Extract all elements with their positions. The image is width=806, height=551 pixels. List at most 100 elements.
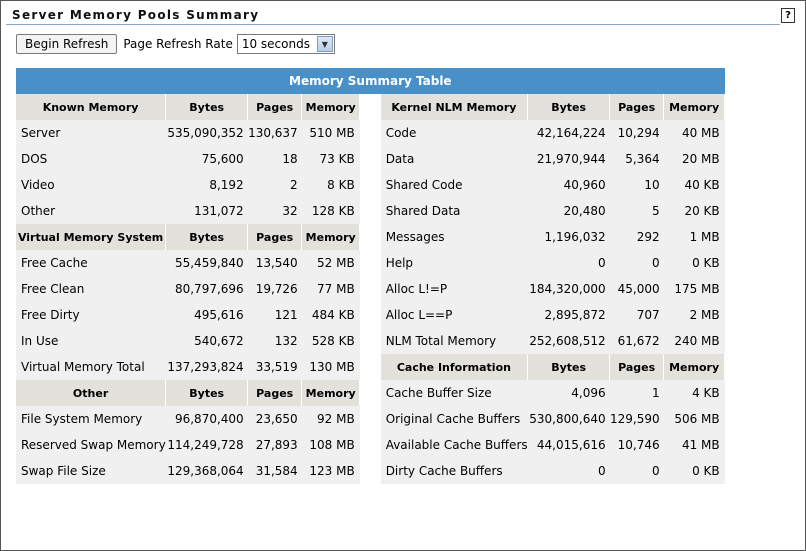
row-label: NLM Total Memory	[380, 328, 528, 354]
pages-cell: 61,672	[609, 328, 664, 354]
bytes-cell: 252,608,512	[527, 328, 610, 354]
pages-cell: 10,746	[609, 432, 664, 458]
row-label: File System Memory	[16, 406, 166, 432]
column-gap	[359, 406, 381, 432]
column-gap	[359, 354, 381, 380]
column-gap	[359, 172, 381, 198]
memory-cell: 108 MB	[301, 432, 360, 458]
column-header-memory: Memory	[663, 354, 726, 380]
column-header-bytes: Bytes	[527, 94, 611, 120]
row-label: Help	[380, 250, 528, 276]
table-title: Memory Summary Table	[16, 68, 725, 94]
pages-cell: 0	[609, 458, 664, 484]
memory-cell: 128 KB	[301, 198, 360, 224]
column-header-pages: Pages	[247, 224, 303, 250]
row-label: Cache Buffer Size	[380, 380, 528, 406]
memory-cell: 41 MB	[663, 432, 725, 458]
row-label: Alloc L!=P	[380, 276, 528, 302]
column-gap	[359, 302, 381, 328]
bytes-cell: 96,870,400	[165, 406, 248, 432]
column-gap	[359, 120, 381, 146]
memory-cell: 484 KB	[301, 302, 360, 328]
row-label: Other	[16, 198, 166, 224]
memory-cell: 20 MB	[663, 146, 725, 172]
table-row: Free Clean 80,797,696 19,726 77 MB Alloc L!=…	[16, 276, 725, 302]
bytes-cell: 184,320,000	[527, 276, 610, 302]
column-gap	[359, 276, 381, 302]
bytes-cell: 129,368,064	[165, 458, 248, 484]
refresh-rate-label: Page Refresh Rate	[123, 37, 233, 51]
row-label: Reserved Swap Memory	[16, 432, 166, 458]
bytes-cell: 21,970,944	[527, 146, 610, 172]
column-header-pages: Pages	[247, 380, 303, 406]
memory-cell: 130 MB	[301, 354, 360, 380]
pages-cell: 33,519	[247, 354, 302, 380]
row-label: Free Cache	[16, 250, 166, 276]
bytes-cell: 20,480	[527, 198, 610, 224]
column-header-bytes: Bytes	[165, 380, 249, 406]
pages-cell: 13,540	[247, 250, 302, 276]
column-header-memory: Memory	[301, 94, 361, 120]
table-row: Free Dirty 495,616 121 484 KB Alloc L==P 2,89…	[16, 302, 725, 328]
pages-cell: 31,584	[247, 458, 302, 484]
column-gap	[359, 250, 381, 276]
chevron-down-icon[interactable]: ▼	[316, 36, 333, 52]
row-label: In Use	[16, 328, 166, 354]
refresh-rate-value: 10 seconds	[241, 37, 310, 51]
help-icon[interactable]: ?	[781, 8, 795, 23]
row-label: Available Cache Buffers	[380, 432, 528, 458]
section-header: Known Memory	[16, 94, 167, 120]
memory-cell: 8 KB	[301, 172, 360, 198]
table-row: Video 8,192 2 8 KB Shared Code 40,960 10 40 KB	[16, 172, 725, 198]
bytes-cell: 40,960	[527, 172, 610, 198]
begin-refresh-button[interactable]: Begin Refresh	[16, 34, 118, 54]
pages-cell: 292	[609, 224, 664, 250]
table-row: Reserved Swap Memory 114,249,728 27,893 108…	[16, 432, 725, 458]
table-row: Free Cache 55,459,840 13,540 52 MB Help 0 0 0 K…	[16, 250, 725, 276]
pages-cell: 5,364	[609, 146, 664, 172]
row-label: Original Cache Buffers	[380, 406, 528, 432]
table-row: Server 535,090,352 130,637 510 MB Code 42,164…	[16, 120, 725, 146]
bytes-cell: 4,096	[527, 380, 610, 406]
column-header-bytes: Bytes	[527, 354, 611, 380]
bytes-cell: 1,196,032	[527, 224, 610, 250]
column-header-bytes: Bytes	[165, 224, 249, 250]
column-gap	[359, 380, 381, 406]
memory-cell: 528 KB	[301, 328, 360, 354]
bytes-cell: 55,459,840	[165, 250, 248, 276]
memory-cell: 175 MB	[663, 276, 725, 302]
row-label: Shared Data	[380, 198, 528, 224]
pages-cell: 27,893	[247, 432, 302, 458]
pages-cell: 23,650	[247, 406, 302, 432]
memory-cell: 1 MB	[663, 224, 725, 250]
table-row: DOS 75,600 18 73 KB Data 21,970,944 5,364 20 MB	[16, 146, 725, 172]
memory-cell: 77 MB	[301, 276, 360, 302]
column-header-pages: Pages	[609, 354, 665, 380]
pages-cell: 707	[609, 302, 664, 328]
column-header-memory: Memory	[663, 94, 726, 120]
refresh-rate-select[interactable]: 10 seconds ▼	[236, 34, 335, 54]
memory-summary-table: Memory Summary Table Known Memory Bytes Pa…	[16, 68, 726, 484]
row-label: Data	[380, 146, 528, 172]
pages-cell: 19,726	[247, 276, 302, 302]
bytes-cell: 540,672	[165, 328, 248, 354]
column-gap	[359, 94, 381, 120]
bytes-cell: 131,072	[165, 198, 248, 224]
column-gap	[359, 328, 381, 354]
toolbar: Begin Refresh Page Refresh Rate 10 secon…	[16, 32, 335, 56]
memory-cell: 510 MB	[301, 120, 360, 146]
column-header-memory: Memory	[301, 380, 361, 406]
memory-cell: 240 MB	[663, 328, 725, 354]
memory-cell: 20 KB	[663, 198, 725, 224]
column-gap	[359, 224, 381, 250]
row-label: Swap File Size	[16, 458, 166, 484]
pages-cell: 10	[609, 172, 664, 198]
bytes-cell: 75,600	[165, 146, 248, 172]
column-gap	[359, 458, 381, 484]
memory-cell: 92 MB	[301, 406, 360, 432]
table-row: Virtual Memory System Bytes Pages Memory Mes…	[16, 224, 725, 250]
bytes-cell: 42,164,224	[527, 120, 610, 146]
pages-cell: 132	[247, 328, 302, 354]
page-title: Server Memory Pools Summary	[12, 8, 260, 22]
bytes-cell: 8,192	[165, 172, 248, 198]
